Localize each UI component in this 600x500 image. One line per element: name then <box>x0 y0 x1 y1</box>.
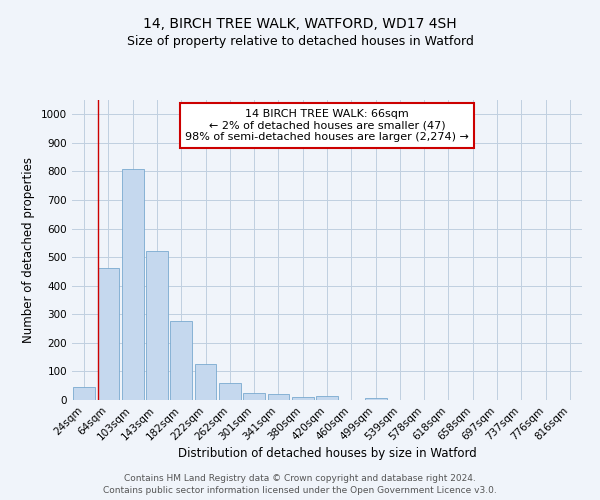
Bar <box>219 383 241 400</box>
Text: Contains HM Land Registry data © Crown copyright and database right 2024.: Contains HM Land Registry data © Crown c… <box>124 474 476 483</box>
Bar <box>146 252 168 400</box>
X-axis label: Distribution of detached houses by size in Watford: Distribution of detached houses by size … <box>178 448 476 460</box>
Bar <box>73 386 95 400</box>
Bar <box>97 268 119 400</box>
Bar <box>365 398 386 400</box>
Bar <box>170 322 192 400</box>
Bar <box>316 396 338 400</box>
Bar <box>122 169 143 400</box>
Bar <box>292 396 314 400</box>
Bar <box>268 394 289 400</box>
Bar <box>194 364 217 400</box>
Text: Contains public sector information licensed under the Open Government Licence v3: Contains public sector information licen… <box>103 486 497 495</box>
Y-axis label: Number of detached properties: Number of detached properties <box>22 157 35 343</box>
Text: 14 BIRCH TREE WALK: 66sqm
← 2% of detached houses are smaller (47)
98% of semi-d: 14 BIRCH TREE WALK: 66sqm ← 2% of detach… <box>185 109 469 142</box>
Bar <box>243 393 265 400</box>
Text: Size of property relative to detached houses in Watford: Size of property relative to detached ho… <box>127 35 473 48</box>
Text: 14, BIRCH TREE WALK, WATFORD, WD17 4SH: 14, BIRCH TREE WALK, WATFORD, WD17 4SH <box>143 18 457 32</box>
